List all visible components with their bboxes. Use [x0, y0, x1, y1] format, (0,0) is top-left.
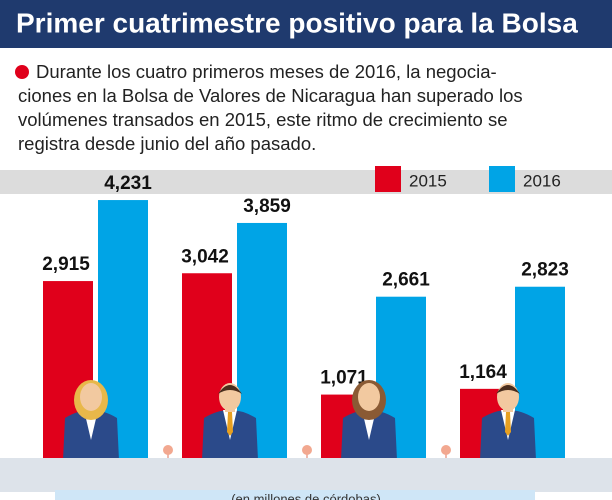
person-hair	[496, 385, 520, 394]
note: (en millones de córdobas)	[231, 491, 381, 500]
bullet	[15, 65, 29, 79]
value-label: 2,823	[521, 260, 569, 281]
separator-dot	[441, 445, 451, 455]
title-bar	[0, 0, 612, 48]
person-tie	[227, 412, 233, 436]
legend-label: 2016	[523, 171, 561, 190]
note-band	[55, 490, 535, 500]
person-tie	[505, 412, 511, 436]
person-hair	[218, 385, 242, 394]
value-label: 3,859	[243, 196, 291, 217]
value-label: 3,042	[181, 246, 229, 267]
legend-label: 2015	[409, 171, 447, 190]
subtitle-line: Durante los cuatro primeros meses de 201…	[36, 61, 497, 82]
axis-band	[0, 458, 612, 492]
value-label: 2,661	[382, 270, 430, 291]
value-label: 4,231	[104, 173, 152, 194]
person-head	[358, 383, 380, 411]
subtitle-line: registra desde junio del año pasado.	[18, 133, 316, 154]
value-label: 1,071	[320, 368, 368, 389]
legend-band	[0, 170, 612, 194]
chart-title: Primer cuatrimestre positivo para la Bol…	[16, 7, 578, 38]
legend-swatch	[489, 166, 515, 192]
separator-dot	[302, 445, 312, 455]
value-label: 1,164	[459, 362, 507, 383]
value-label: 2,915	[42, 254, 90, 275]
person-head	[80, 383, 102, 411]
subtitle-line: ciones en la Bolsa de Valores de Nicarag…	[18, 85, 523, 106]
separator-dot	[163, 445, 173, 455]
subtitle-line: volúmenes transados en 2015, este ritmo …	[18, 109, 507, 130]
legend-swatch	[375, 166, 401, 192]
